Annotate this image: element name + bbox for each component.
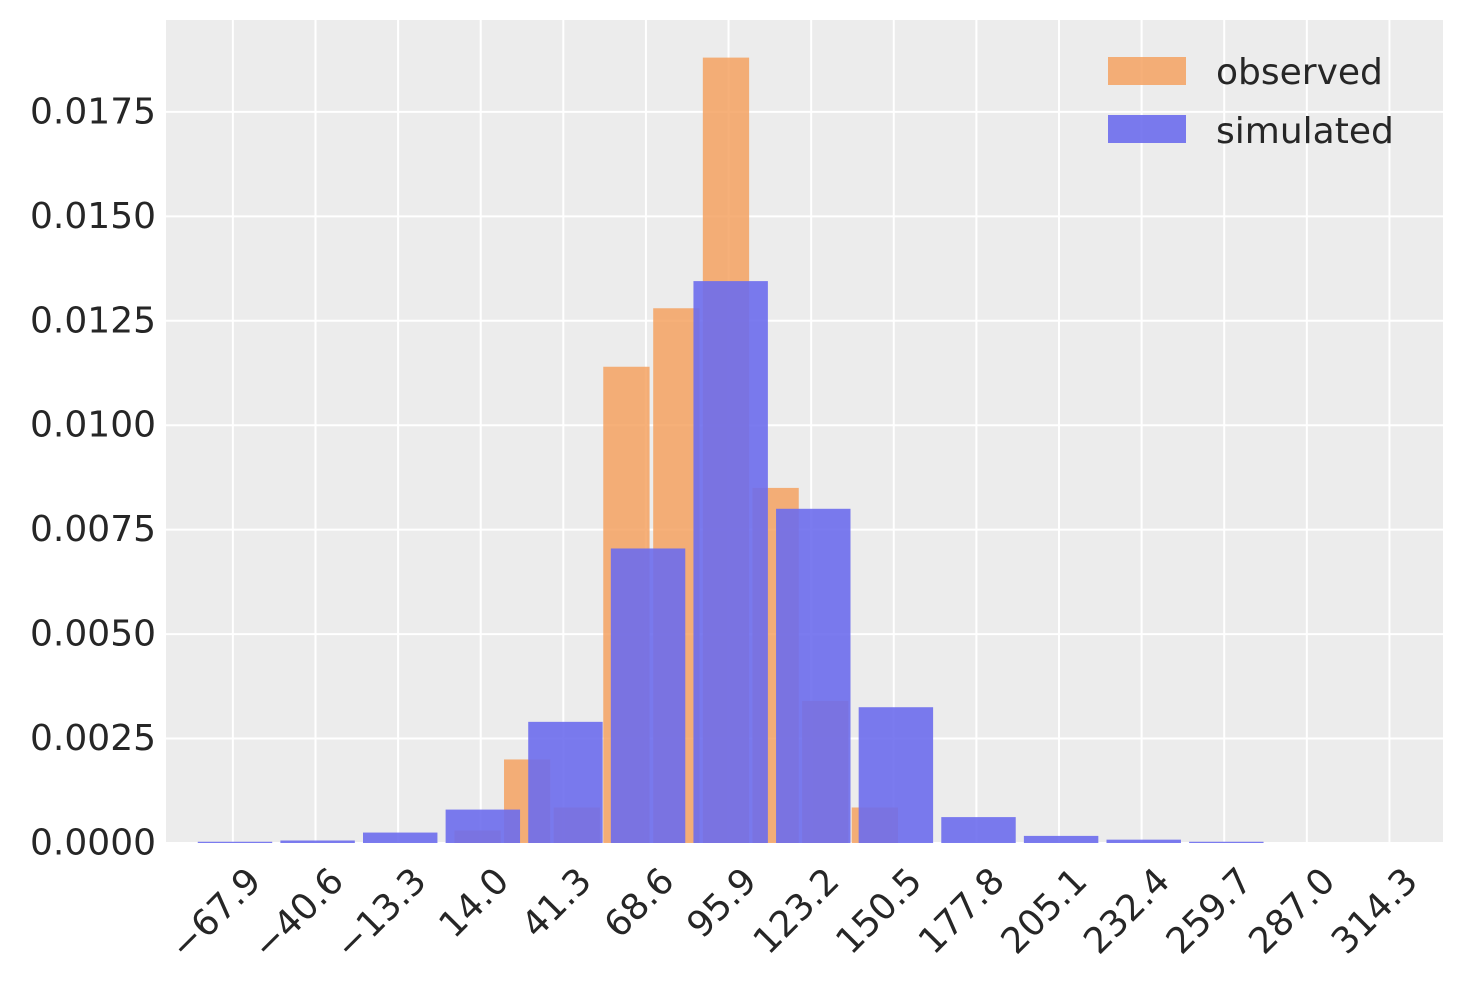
x-tick-label: 68.6: [597, 860, 683, 946]
x-axis-ticks: −67.9−40.6−13.314.041.368.695.9123.2150.…: [162, 860, 1426, 967]
bar-simulated-6: [693, 281, 768, 843]
legend-label-observed[interactable]: observed: [1216, 52, 1383, 93]
x-tick-label: 177.8: [911, 860, 1013, 962]
bar-simulated-12: [1189, 841, 1264, 843]
y-tick-label: 0.0150: [30, 196, 156, 237]
x-tick-label: 287.0: [1241, 860, 1343, 962]
x-tick-label: 14.0: [432, 860, 518, 946]
y-tick-label: 0.0125: [30, 300, 156, 341]
bar-simulated-4: [528, 721, 603, 843]
bar-simulated-0: [197, 841, 273, 843]
bar-simulated-9: [941, 817, 1016, 843]
bar-simulated-8: [858, 707, 934, 843]
x-tick-label: 314.3: [1324, 860, 1426, 962]
x-tick-label: −67.9: [162, 860, 269, 967]
y-tick-label: 0.0075: [30, 509, 156, 550]
legend[interactable]: observed simulated: [1108, 52, 1394, 152]
bar-simulated-10: [1023, 835, 1099, 843]
bar-simulated-1: [280, 840, 355, 843]
y-axis-ticks: 0.0000 0.0025 0.0050 0.0075 0.0100 0.0125 0.01…: [30, 91, 156, 863]
bar-simulated-11: [1106, 839, 1181, 843]
grid-lines: [166, 20, 1443, 844]
bar-simulated-2: [362, 832, 438, 843]
bar-simulated-3: [445, 809, 521, 843]
x-tick-label: 41.3: [514, 860, 600, 946]
legend-label-simulated[interactable]: simulated: [1216, 111, 1394, 152]
x-tick-label: 123.2: [746, 860, 848, 962]
y-tick-label: 0.0175: [30, 91, 156, 132]
x-tick-label: 232.4: [1076, 860, 1178, 962]
x-tick-label: 259.7: [1159, 860, 1261, 962]
y-tick-label: 0.0025: [30, 718, 156, 759]
y-tick-label: 0.0000: [30, 823, 156, 864]
x-tick-label: 205.1: [994, 860, 1096, 962]
legend-swatch-observed[interactable]: [1108, 57, 1186, 85]
x-tick-label: −40.6: [245, 860, 352, 967]
y-tick-label: 0.0050: [30, 614, 156, 655]
bars-layer: [197, 57, 1264, 843]
legend-swatch-simulated[interactable]: [1108, 115, 1186, 143]
x-tick-label: −13.3: [328, 860, 435, 967]
bar-simulated-5: [610, 548, 686, 843]
y-tick-label: 0.0100: [30, 405, 156, 446]
x-tick-label: 150.5: [828, 860, 930, 962]
bar-simulated-7: [776, 508, 851, 843]
